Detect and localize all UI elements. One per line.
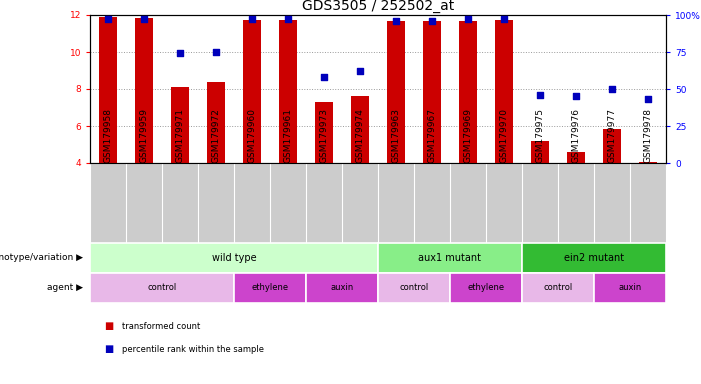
Text: auxin: auxin — [330, 283, 353, 293]
Bar — [207, 82, 225, 163]
Point — [318, 74, 329, 80]
Text: ■: ■ — [104, 344, 114, 354]
Bar — [234, 273, 306, 303]
Text: ■: ■ — [104, 321, 114, 331]
Title: GDS3505 / 252502_at: GDS3505 / 252502_at — [302, 0, 454, 13]
Bar — [279, 20, 297, 163]
Bar — [387, 21, 405, 163]
Point — [426, 18, 437, 24]
Bar — [243, 20, 261, 163]
Text: ein2 mutant: ein2 mutant — [564, 253, 624, 263]
Point — [606, 86, 618, 92]
Bar — [99, 17, 117, 163]
Bar — [594, 273, 666, 303]
Bar — [423, 21, 441, 163]
Text: percentile rank within the sample: percentile rank within the sample — [121, 344, 264, 354]
Point — [498, 17, 510, 23]
Bar — [495, 20, 513, 163]
Bar — [135, 18, 153, 163]
Text: wild type: wild type — [212, 253, 257, 263]
Point — [175, 50, 186, 56]
Point — [355, 68, 366, 74]
Bar — [171, 87, 189, 163]
Bar — [378, 243, 522, 273]
Point — [642, 96, 653, 103]
Point — [138, 17, 149, 23]
Text: transformed count: transformed count — [121, 321, 200, 331]
Bar — [351, 96, 369, 163]
Point — [571, 93, 582, 99]
Text: agent ▶: agent ▶ — [47, 283, 83, 293]
Text: genotype/variation ▶: genotype/variation ▶ — [0, 253, 83, 263]
Bar — [378, 273, 450, 303]
Bar — [315, 102, 333, 163]
Text: ethylene: ethylene — [468, 283, 505, 293]
Text: ethylene: ethylene — [252, 283, 289, 293]
Bar — [603, 129, 621, 163]
Bar — [90, 273, 234, 303]
Bar — [90, 243, 378, 273]
Bar — [450, 273, 522, 303]
Point — [534, 92, 545, 98]
Point — [463, 17, 474, 23]
Point — [210, 49, 222, 55]
Bar — [567, 152, 585, 163]
Bar — [306, 273, 378, 303]
Text: control: control — [400, 283, 428, 293]
Bar — [639, 162, 657, 163]
Bar — [531, 141, 549, 163]
Bar — [522, 273, 594, 303]
Bar — [522, 243, 666, 273]
Point — [390, 18, 402, 24]
Point — [283, 17, 294, 23]
Text: auxin: auxin — [618, 283, 641, 293]
Text: control: control — [147, 283, 177, 293]
Point — [246, 17, 257, 23]
Point — [102, 17, 114, 23]
Bar — [459, 21, 477, 163]
Text: aux1 mutant: aux1 mutant — [418, 253, 482, 263]
Text: control: control — [543, 283, 573, 293]
